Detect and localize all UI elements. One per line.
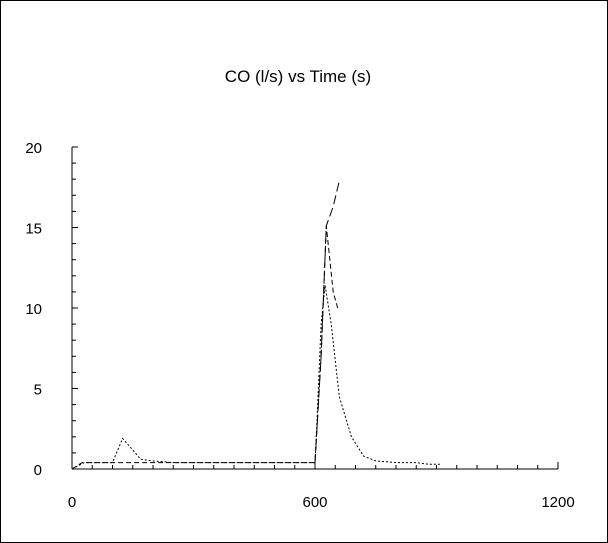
x-tick-label: 0 [68,494,76,511]
chart-title: CO (l/s) vs Time (s) [225,67,371,86]
x-tick-label: 1200 [541,494,574,511]
series-line-1 [71,285,441,470]
series-line-2 [71,225,339,470]
y-tick-label: 10 [25,301,42,318]
x-tick-label: 600 [302,494,327,511]
y-tick-label: 20 [25,140,42,157]
y-tick-label: 15 [25,221,42,238]
y-tick-label: 0 [34,462,42,479]
y-tick-label: 5 [34,382,42,399]
series-group [71,180,441,470]
x-ticks: 0 600 1200 [68,462,575,511]
series-line-3 [314,180,340,463]
y-ticks: 0 5 10 15 20 [25,140,78,479]
